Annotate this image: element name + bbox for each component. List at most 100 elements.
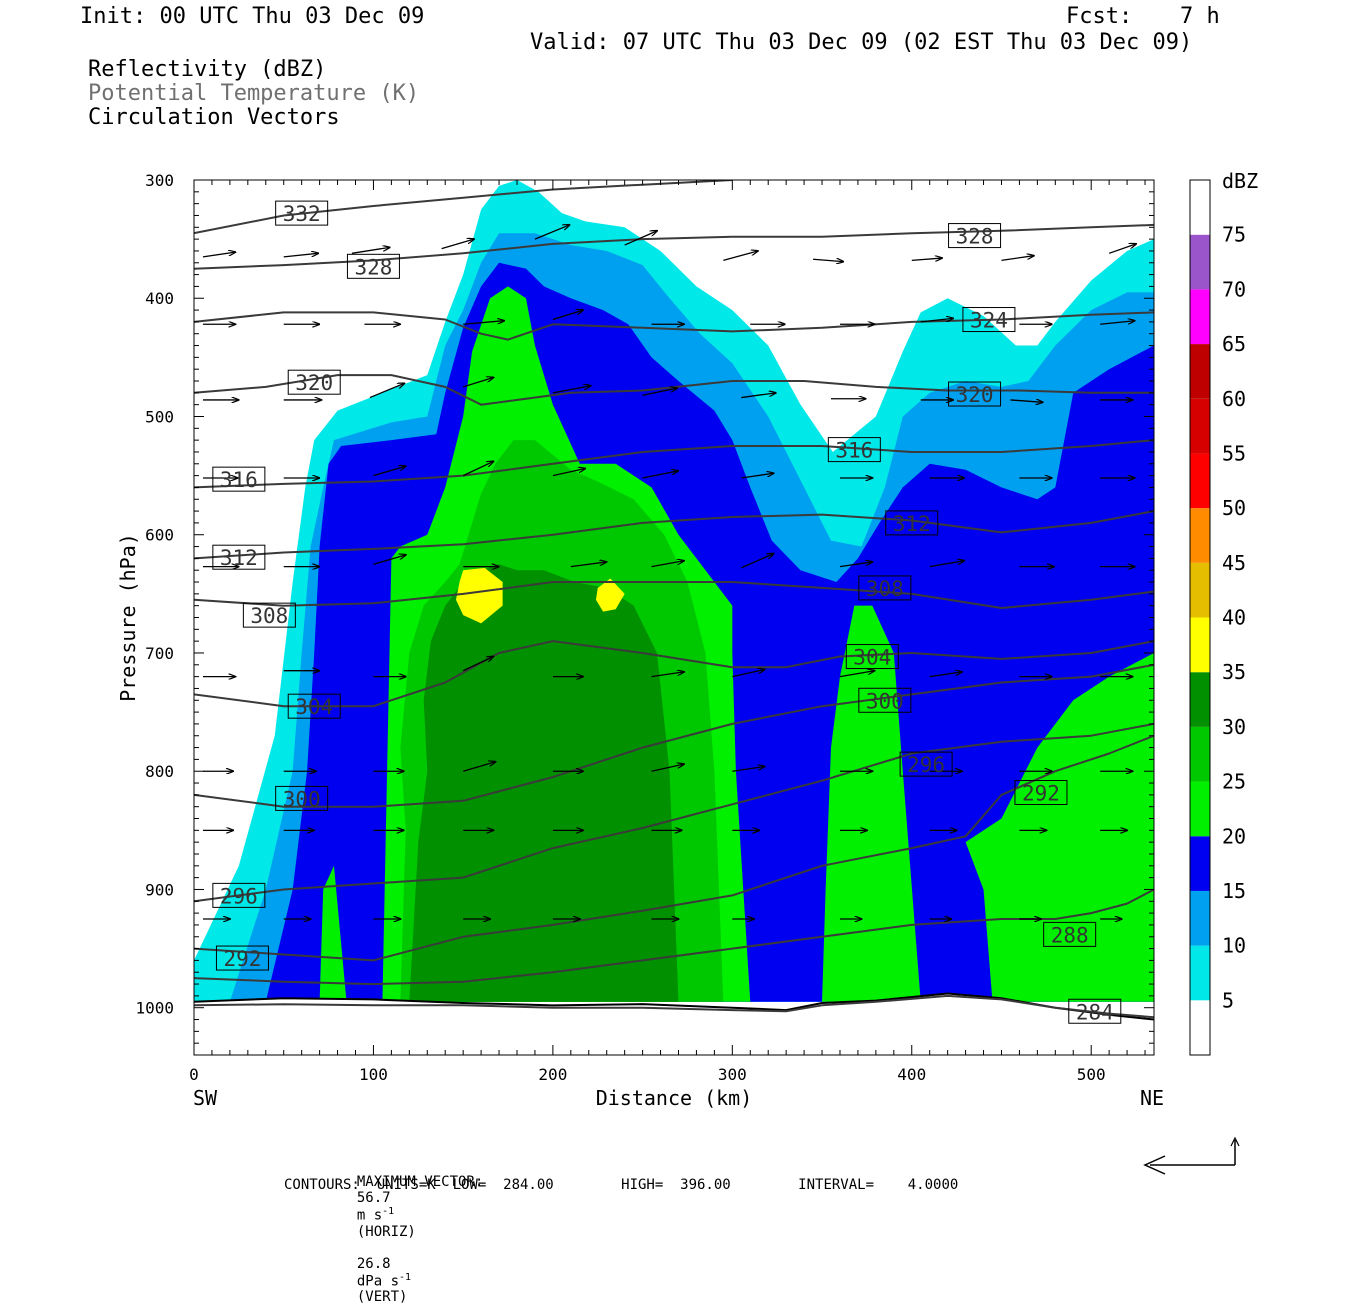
contour-label-box (287, 369, 341, 395)
theta-contour-320 (194, 374, 1154, 406)
y-tick-label: 400 (145, 289, 174, 308)
colorbar-swatch (1190, 890, 1210, 946)
theta-contour-layer (194, 180, 1154, 1019)
y-tick-label: 300 (145, 171, 174, 190)
circulation-vector (741, 473, 773, 479)
circulation-vector (1108, 244, 1136, 254)
circulation-vector (373, 466, 405, 477)
circulation-vector (202, 252, 235, 258)
init-time: Init: 00 UTC Thu 03 Dec 09 (80, 4, 425, 29)
colorbar-swatch (1190, 945, 1210, 1001)
horiz-unit: m s (356, 1207, 383, 1224)
sw-label: SW (193, 1086, 218, 1110)
circulation-vector (552, 310, 583, 321)
theta-contour-312 (194, 510, 1154, 560)
y-tick-label: 600 (145, 526, 174, 545)
x-tick-label: 300 (718, 1065, 747, 1084)
x-tick-label: 100 (359, 1065, 388, 1084)
colorbar: 5 10 15 20 25 30 35 40 45 50 55 60 65 70 75 dBZ (1189, 169, 1258, 1056)
contour-label-text: 324 (970, 309, 1008, 333)
theta-contour-296 (194, 722, 1154, 903)
circulation-vector (920, 318, 953, 323)
colorbar-level-label: 40 (1222, 606, 1246, 630)
forecast-value: 7 h (1180, 4, 1220, 29)
contour-label-box (962, 307, 1016, 333)
theta-contour-288 (194, 888, 1154, 986)
contour-label-box (948, 381, 1002, 407)
contour-label-box (215, 945, 269, 971)
colorbar-level-label: 60 (1222, 387, 1246, 411)
contour-label-box (899, 751, 953, 777)
colorbar-level-label: 15 (1222, 879, 1246, 903)
circulation-vector (1100, 321, 1134, 325)
colorbar-level-label: 55 (1222, 441, 1246, 465)
colorbar-swatch (1190, 508, 1210, 563)
circulation-vector (1010, 400, 1042, 402)
colorbar-swatch (1190, 1000, 1210, 1055)
contour-label-text: 332 (283, 202, 321, 226)
contour-label-text: 292 (1022, 782, 1060, 806)
contour-label-box (1068, 998, 1122, 1024)
colorbar-frame (1189, 179, 1211, 1056)
axes-layer: 300 400 500 600 700 800 900 1000 0 100 200 300 400 50… (116, 171, 1164, 1110)
contour-label-box (287, 693, 341, 719)
contour-label-box (275, 200, 329, 226)
contour-label-text: 304 (295, 695, 333, 719)
circulation-vector (552, 469, 585, 477)
x-axis-label: Distance (km) (596, 1086, 753, 1110)
contour-label-text: 312 (220, 546, 258, 570)
circulation-vector (570, 562, 607, 568)
circulation-vector (651, 561, 684, 568)
circulation-vector (741, 393, 775, 399)
colorbar-level-label: 25 (1222, 770, 1246, 794)
contour-label-text: 316 (220, 468, 258, 492)
colorbar-level-label: 30 (1222, 715, 1246, 739)
colorbar-swatch (1190, 398, 1210, 454)
y-axis-label: Pressure (hPa) (116, 533, 140, 702)
circulation-vector (642, 471, 679, 479)
colorbar-swatch (1190, 672, 1210, 727)
circulation-vector (369, 383, 404, 399)
colorbar-level-label: 75 (1222, 223, 1246, 247)
circulation-vector (283, 253, 318, 258)
horiz-tag: (HORIZ) (356, 1223, 416, 1240)
circulation-vector (813, 259, 843, 261)
colorbar-swatch (1190, 234, 1210, 290)
contour-label-box (346, 253, 400, 279)
contour-label-text: 320 (295, 371, 333, 395)
circulation-vector (732, 766, 764, 772)
circulation-vector (741, 554, 773, 569)
circulation-vector (651, 764, 684, 772)
contour-label-text: 308 (250, 604, 288, 628)
circulation-vector (732, 670, 764, 678)
contour-label-box (858, 575, 912, 601)
contour-label-text: 328 (354, 255, 392, 279)
field-reflectivity: Reflectivity (dBZ) (88, 57, 327, 82)
circulation-vector (624, 231, 657, 246)
contour-label-box (212, 466, 266, 492)
contour-label-box (275, 785, 329, 811)
valid-time: Valid: 07 UTC Thu 03 Dec 09 (02 EST Thu … (530, 30, 1193, 55)
circulation-vector (462, 657, 493, 672)
contour-label-box (1043, 921, 1097, 947)
contour-label-box (885, 510, 939, 536)
contour-label-text: 328 (956, 225, 994, 249)
theta-contour-292 (194, 734, 1154, 962)
contour-label-text: 316 (835, 439, 873, 463)
colorbar-swatch (1190, 180, 1210, 235)
contour-label-box (1014, 780, 1068, 805)
colorbar-level-label: 35 (1222, 660, 1246, 684)
colorbar-swatch (1190, 453, 1210, 509)
circulation-vector (462, 461, 493, 477)
contour-label-box (845, 644, 899, 670)
contour-label-layer: 332 328 328 324 320 320 316 316 312 312 308 308 304 3… (212, 200, 1122, 1024)
y-tick-label: 700 (145, 644, 174, 663)
circulation-vector (441, 239, 474, 250)
contour-label-text: 304 (853, 646, 891, 670)
circulation-vector (651, 672, 684, 678)
circulation-vector (839, 562, 872, 568)
contour-label-box (948, 223, 1002, 249)
theta-contour-316 (194, 439, 1154, 489)
colorbar-level-label: 70 (1222, 277, 1246, 301)
contour-label-box (242, 602, 296, 628)
